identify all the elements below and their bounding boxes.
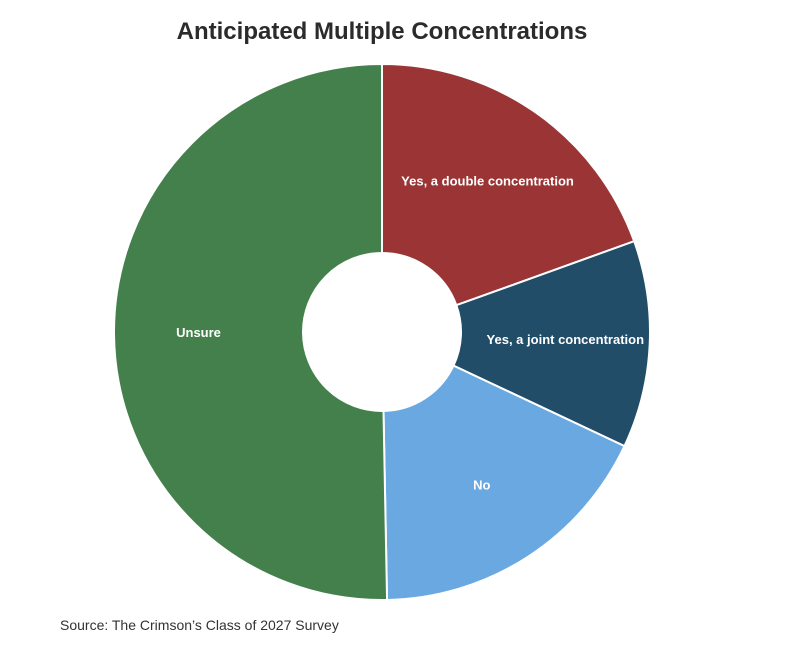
slice-label-yes-a-joint-concentration: Yes, a joint concentration <box>487 332 645 347</box>
slice-label-unsure: Unsure <box>176 325 221 340</box>
slice-no <box>382 364 626 601</box>
slice-label-yes-a-double-concentration: Yes, a double concentration <box>401 173 574 188</box>
source-note: Source: The Crimson’s Class of 2027 Surv… <box>60 617 339 633</box>
slice-label-no: No <box>473 477 490 492</box>
slice-unsure <box>113 62 389 601</box>
chart-title: Anticipated Multiple Concentrations <box>176 18 588 45</box>
slice-yes-a-joint-concentration <box>452 239 651 448</box>
slice-yes-a-double-concentration <box>381 62 636 307</box>
